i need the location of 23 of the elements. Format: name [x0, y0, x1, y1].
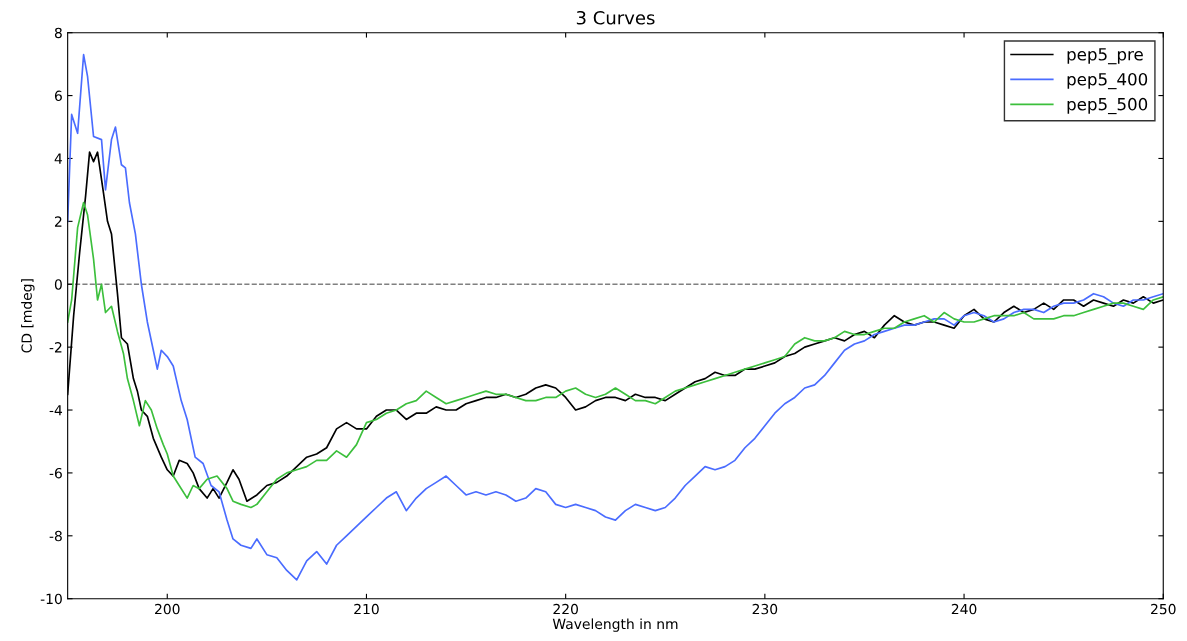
x-tick-label: 250: [1151, 603, 1176, 615]
y-tick-label: -10: [40, 593, 62, 605]
legend-label: pep5_pre: [1067, 48, 1143, 65]
y-tick-label: -8: [49, 530, 62, 542]
line-series: [67, 201, 1164, 509]
y-tick-label: -2: [49, 342, 62, 353]
x-tick-label: 240: [951, 603, 977, 615]
y-tick-label: 4: [54, 153, 63, 164]
y-tick-label: 8: [54, 27, 62, 39]
x-axis-title: Wavelength in nm: [552, 618, 678, 632]
y-tick-label: -4: [49, 405, 63, 416]
x-tick-label: 210: [354, 603, 379, 615]
chart-title: 3 Curves: [576, 10, 655, 25]
legend-label: pep5_500: [1067, 97, 1148, 115]
y-axis-title: CD [mdeg]: [21, 279, 35, 353]
legend-label: pep5_400: [1067, 72, 1148, 90]
x-tick-label: 200: [155, 603, 180, 615]
y-tick-label: 0: [54, 279, 62, 290]
y-tick-label: -6: [49, 467, 62, 479]
y-tick-label: 6: [54, 90, 62, 102]
x-tick-label: 230: [752, 603, 778, 615]
x-tick-label: 220: [553, 603, 578, 615]
y-tick-label: 2: [54, 216, 62, 227]
